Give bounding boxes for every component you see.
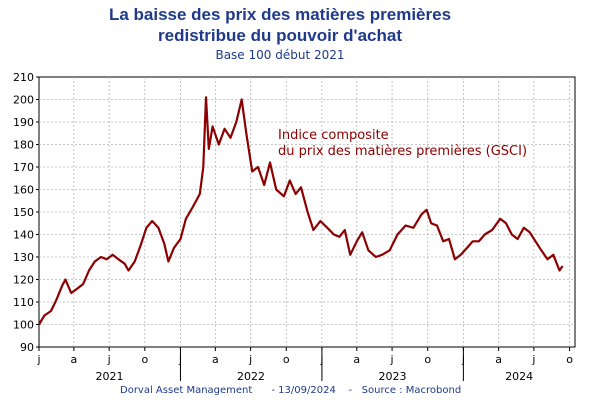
x-tick-label: j [390,353,394,366]
y-tick-label: 150 [13,206,34,219]
x-tick-label: j [248,353,252,366]
series-annotation-line: Indice composite [278,128,389,143]
x-year-label: 2021 [96,370,124,383]
x-tick-label: o [424,353,431,366]
x-tick-label: o [283,353,290,366]
x-tick-label: j [36,353,40,366]
y-tick-label: 170 [13,161,34,174]
x-tick-label: j [107,353,111,366]
y-tick-label: 190 [13,116,34,129]
x-tick-label: a [353,353,360,366]
y-tick-label: 210 [13,71,34,84]
y-tick-label: 200 [13,94,34,107]
chart-title: La baisse des prix des matières première… [0,4,560,46]
chart-source-footer: Dorval Asset Management - 13/09/2024 - S… [120,385,462,396]
x-year-label: 2023 [378,370,406,383]
x-year-label: 2022 [237,370,265,383]
y-tick-label: 130 [13,251,34,264]
y-tick-label: 100 [13,319,34,332]
series-line-gsci [38,96,564,326]
x-tick-label: a [212,353,219,366]
chart-title-line-2: redistribue du pouvoir d'achat [158,26,402,45]
x-tick-label: o [566,353,573,366]
chart-title-line-1: La baisse des prix des matières première… [108,5,452,24]
chart-subtitle: Base 100 début 2021 [215,48,345,62]
x-tick-label: a [71,353,78,366]
x-tick-label: j [531,353,535,366]
x-year-label: 2024 [505,370,533,383]
y-tick-label: 140 [13,229,34,242]
y-tick-label: 180 [13,139,34,152]
y-tick-label: 110 [13,296,34,309]
y-tick-label: 160 [13,184,34,197]
series-annotation-line: du prix des matières premières (GSCI) [278,144,527,159]
x-tick-label: a [495,353,502,366]
y-tick-label: 90 [20,341,34,354]
y-tick-label: 120 [13,274,34,287]
x-tick-label: o [141,353,148,366]
